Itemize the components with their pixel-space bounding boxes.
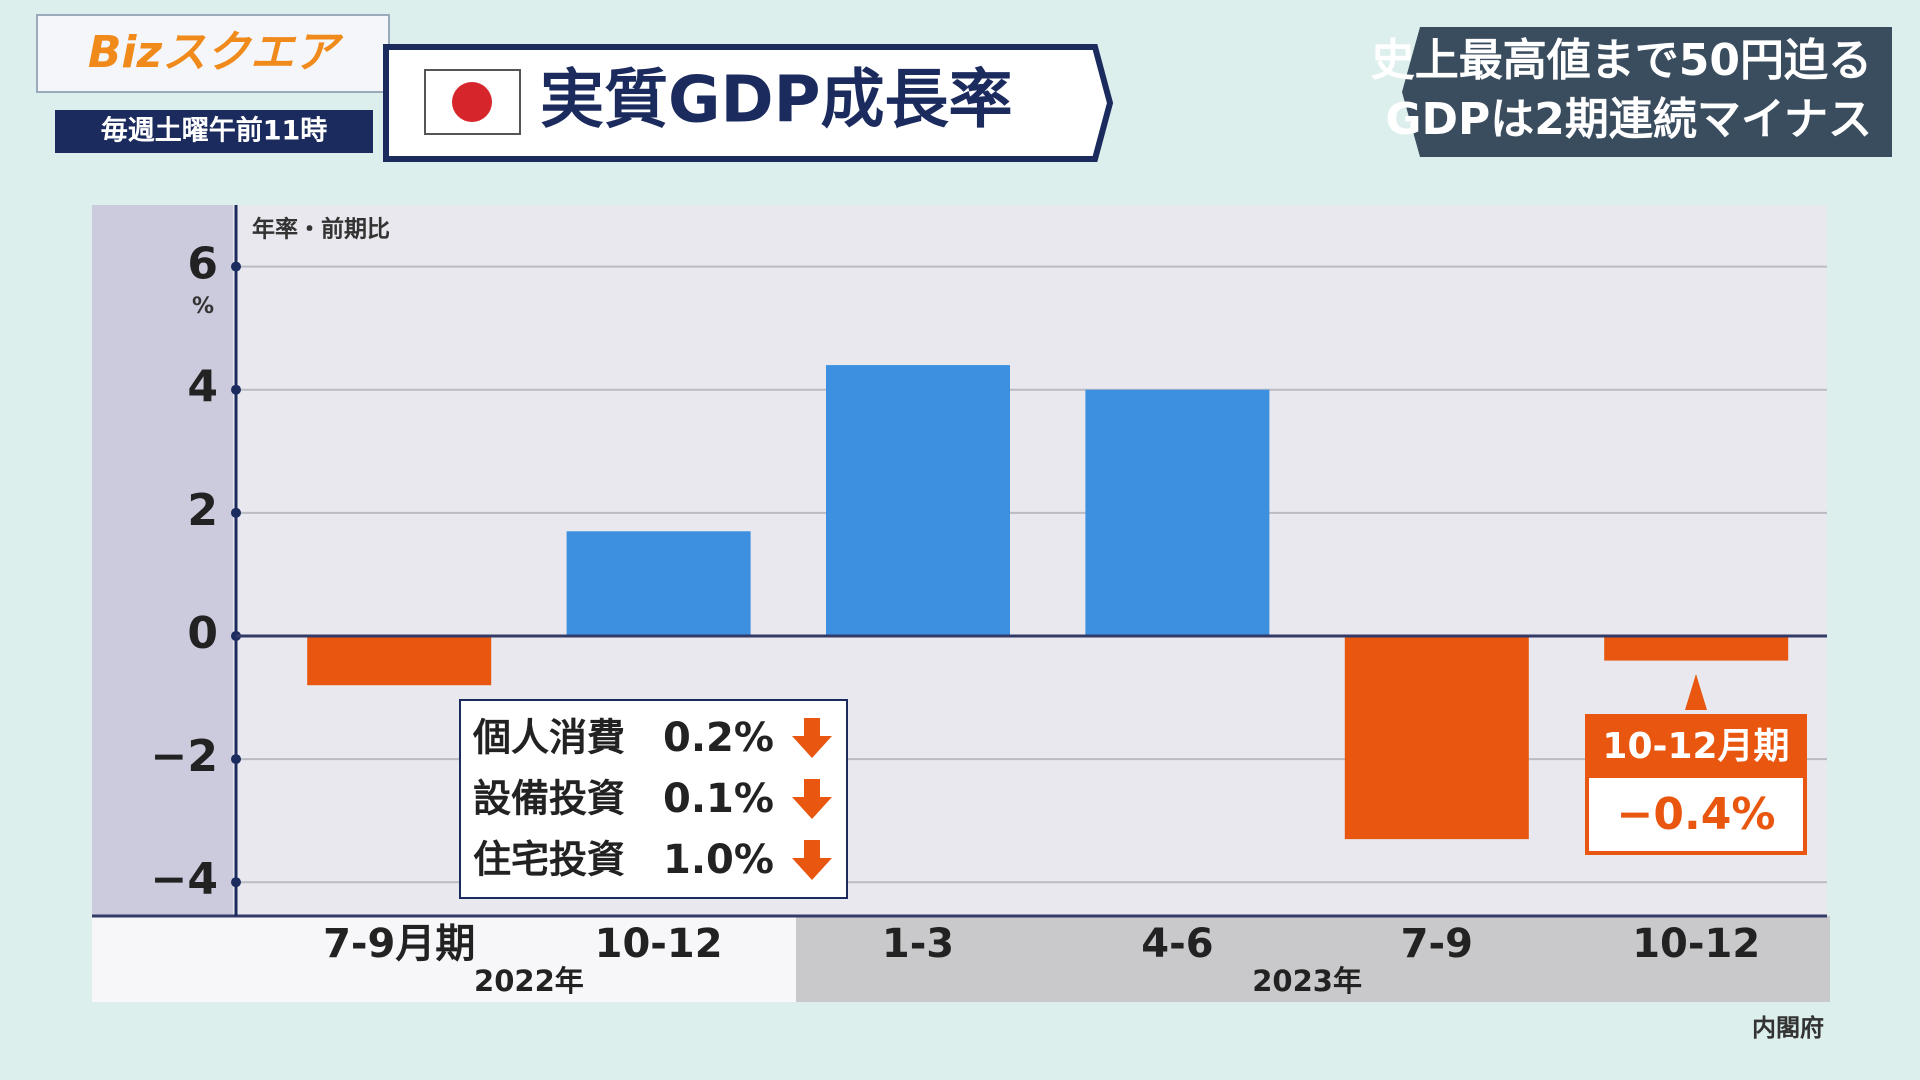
axis-column (92, 205, 233, 916)
flag-sun (452, 82, 492, 122)
y-tick-label: −2 (151, 731, 218, 782)
x-tick-label: 1-3 (882, 921, 954, 967)
year-label: 2023年 (1252, 964, 1362, 998)
y-tick-label: 6 (187, 239, 218, 290)
source: 内閣府 (1752, 1014, 1824, 1042)
bar (1604, 635, 1789, 661)
tick-mark (231, 877, 241, 888)
breakdown-value: 0.1% (663, 776, 774, 822)
breakdown-value: 1.0% (663, 837, 774, 883)
y-tick-label: −4 (151, 854, 218, 905)
y-tick-label: 4 (187, 362, 218, 413)
title-box (383, 44, 1114, 162)
x-tick-label: 10-12 (595, 921, 723, 967)
tick-mark (231, 261, 241, 272)
down-arrow (792, 718, 832, 758)
bar (1085, 389, 1270, 636)
tick-mark (231, 754, 241, 765)
bar (1344, 635, 1529, 840)
headline: 史上最高値まで50円迫る (1371, 35, 1872, 86)
breakdown-name: 住宅投資 (473, 838, 625, 882)
breakdown-value: 0.2% (663, 715, 774, 761)
year-label: 2022年 (474, 964, 584, 998)
y-tick-label: 2 (187, 485, 218, 536)
logo-box (36, 14, 390, 93)
schedule: 毎週土曜午前11時 (101, 115, 328, 147)
x-tick-label: 7-9月期 (323, 921, 475, 967)
tick-mark (231, 507, 241, 518)
category-strip (796, 916, 1830, 1002)
headline: GDPは2期連続マイナス (1385, 94, 1872, 145)
breakdown-name: 設備投資 (473, 777, 625, 821)
x-tick-label: 7-9 (1401, 921, 1473, 967)
y-unit: % (192, 294, 214, 319)
schedule-bar (55, 110, 373, 153)
tick-mark (231, 384, 241, 395)
x-tick-label: 4-6 (1141, 921, 1213, 967)
breakdown-name: 個人消費 (472, 716, 625, 760)
category-strip (92, 916, 796, 1002)
callout-header (1587, 716, 1805, 778)
callout-label: 10-12月期 (1602, 726, 1789, 767)
headline-box (1402, 27, 1892, 157)
x-tick-label: 10-12 (1632, 921, 1760, 967)
y-tick-label: 0 (187, 608, 218, 659)
breakdown-box (459, 699, 848, 899)
value-label: −0.4% (1617, 789, 1776, 840)
bar (566, 531, 751, 636)
bar (826, 365, 1010, 636)
bar (307, 635, 492, 686)
down-arrow (792, 779, 832, 819)
callout-pointer (1685, 674, 1707, 710)
down-arrow (792, 840, 832, 880)
y-axis-label: 年率・前期比 (252, 216, 390, 243)
logo: Bizスクエア (88, 27, 344, 78)
chart-title: 実質GDP成長率 (540, 64, 1013, 138)
